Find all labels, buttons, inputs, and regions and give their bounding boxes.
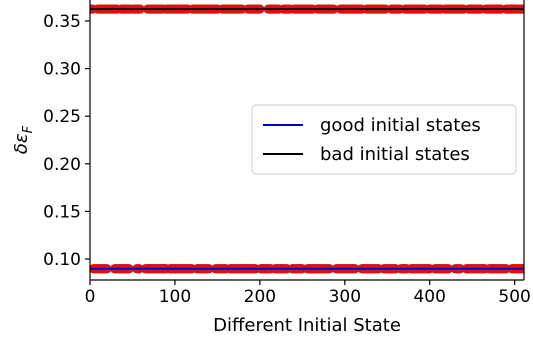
x-tick-label: 500 xyxy=(498,287,530,307)
x-axis-label: Different Initial State xyxy=(213,315,401,336)
legend-label-good: good initial states xyxy=(320,115,481,136)
y-axis-ticks: 0.10 0.15 0.20 0.25 0.30 0.35 xyxy=(43,12,90,270)
legend-box xyxy=(251,104,517,175)
y-tick-label: 0.20 xyxy=(43,155,81,175)
legend-label-bad: bad initial states xyxy=(320,144,470,165)
x-axis-ticks: 0 100 200 300 400 500 xyxy=(85,280,531,307)
x-tick-label: 100 xyxy=(159,287,191,307)
x-tick-label: 200 xyxy=(244,287,276,307)
y-tick-label: 0.35 xyxy=(43,12,81,32)
y-tick-label: 0.15 xyxy=(43,202,81,222)
data-points xyxy=(90,4,524,274)
x-tick-label: 0 xyxy=(85,287,96,307)
y-tick-label: 0.30 xyxy=(43,60,81,80)
x-tick-label: 400 xyxy=(413,287,445,307)
legend: good initial states bad initial states xyxy=(251,104,517,175)
y-axis-label: δεF xyxy=(11,125,36,154)
y-tick-label: 0.10 xyxy=(43,250,81,270)
y-tick-label: 0.25 xyxy=(43,107,81,127)
x-tick-label: 300 xyxy=(329,287,361,307)
